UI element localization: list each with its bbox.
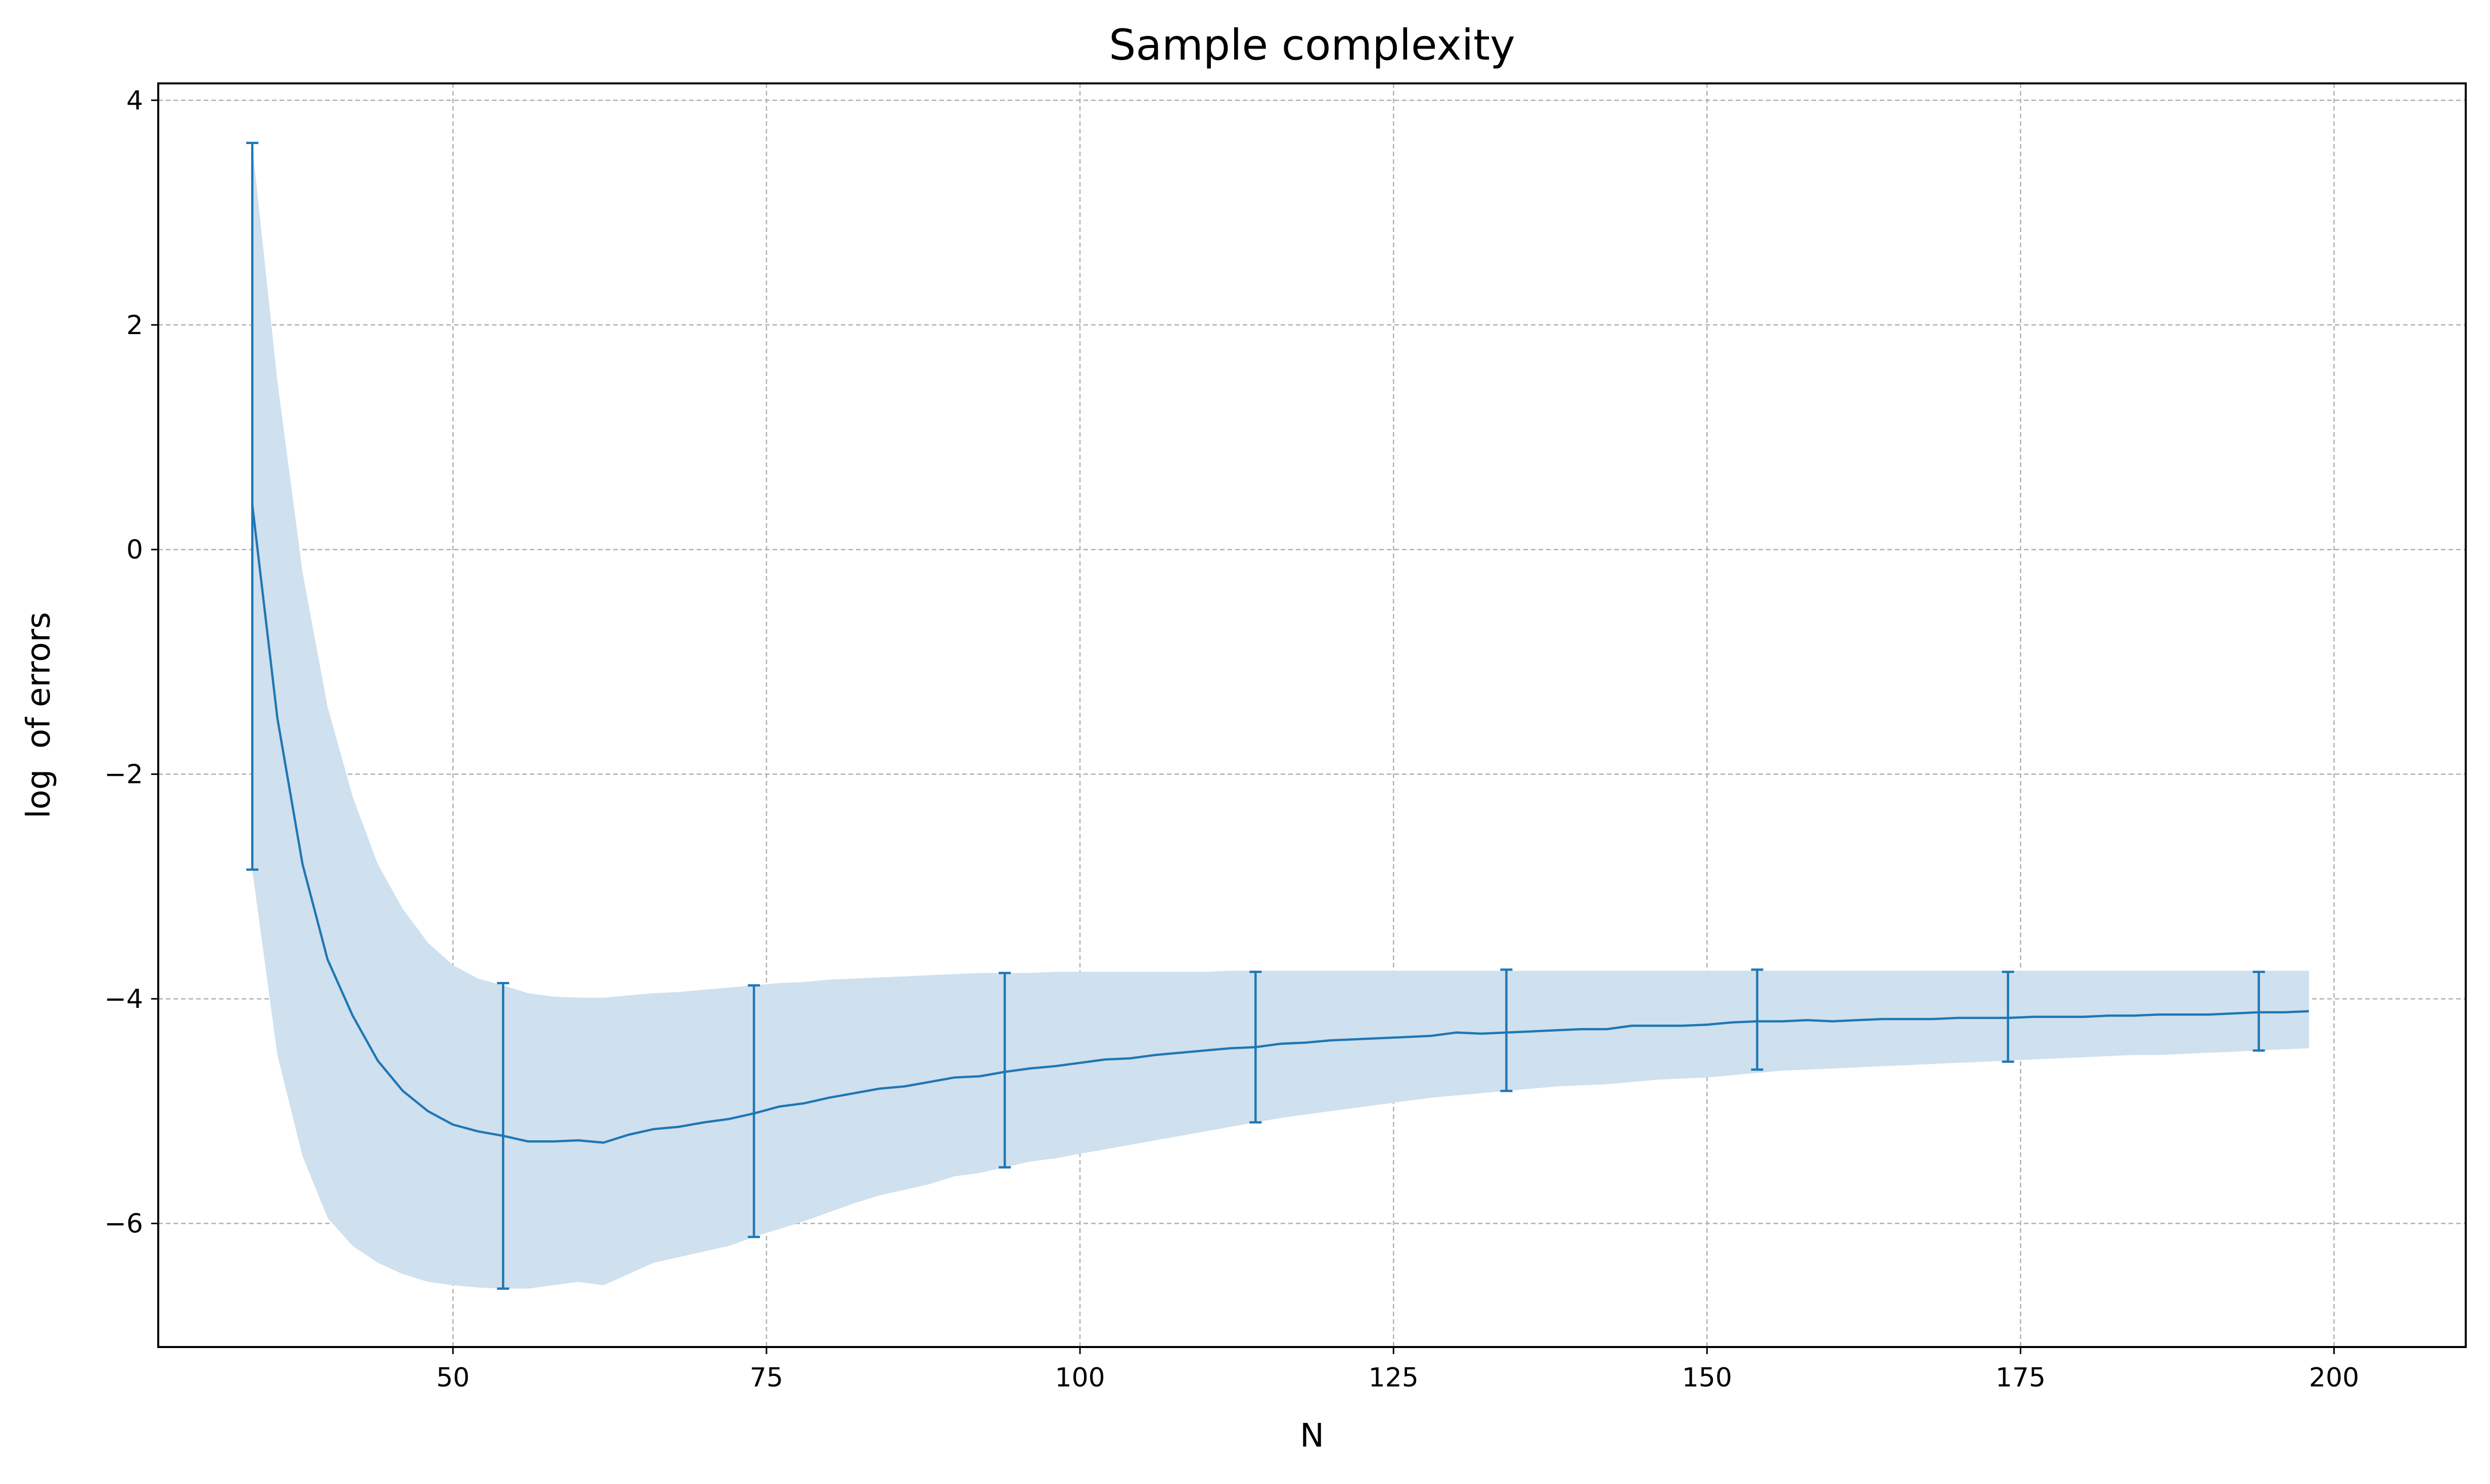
x-axis-ticks: 50 75 100 125 150 175 200	[436, 1347, 2359, 1393]
x-tick-label: 150	[1682, 1363, 1732, 1393]
error-bars	[246, 142, 2265, 1290]
x-axis-title: N	[1300, 1417, 1324, 1455]
x-tick-label: 75	[750, 1363, 783, 1393]
x-tick-label: 50	[436, 1363, 470, 1393]
x-tick-label: 175	[1996, 1363, 2046, 1393]
y-tick-label: −4	[104, 984, 143, 1014]
confidence-band	[252, 145, 2309, 1289]
y-axis-title: log of errors	[20, 612, 58, 819]
y-axis-ticks: −6 −4 −2 0 2 4	[104, 85, 158, 1239]
error-bar	[1500, 968, 1513, 1092]
error-bar	[748, 984, 760, 1238]
x-tick-label: 200	[2309, 1363, 2359, 1393]
error-bar	[2002, 970, 2014, 1063]
error-bar	[1249, 970, 1262, 1124]
error-bar	[999, 971, 1011, 1169]
y-tick-label: 0	[126, 535, 143, 565]
error-bar	[497, 982, 510, 1290]
error-bar	[1751, 968, 1763, 1071]
confidence-band-area	[252, 145, 2309, 1289]
y-tick-label: −6	[104, 1209, 143, 1239]
y-tick-label: 4	[126, 85, 143, 116]
error-bar	[246, 142, 259, 871]
mean-line	[251, 504, 2309, 1144]
plot-frame	[157, 82, 2467, 1348]
y-tick-label: 2	[126, 310, 143, 341]
error-bar	[2252, 970, 2265, 1052]
chart-title: Sample complexity	[1109, 20, 1515, 70]
x-tick-label: 100	[1055, 1363, 1105, 1393]
x-tick-label: 125	[1369, 1363, 1419, 1393]
mean-line-path	[251, 504, 2309, 1144]
y-tick-label: −2	[104, 760, 143, 790]
